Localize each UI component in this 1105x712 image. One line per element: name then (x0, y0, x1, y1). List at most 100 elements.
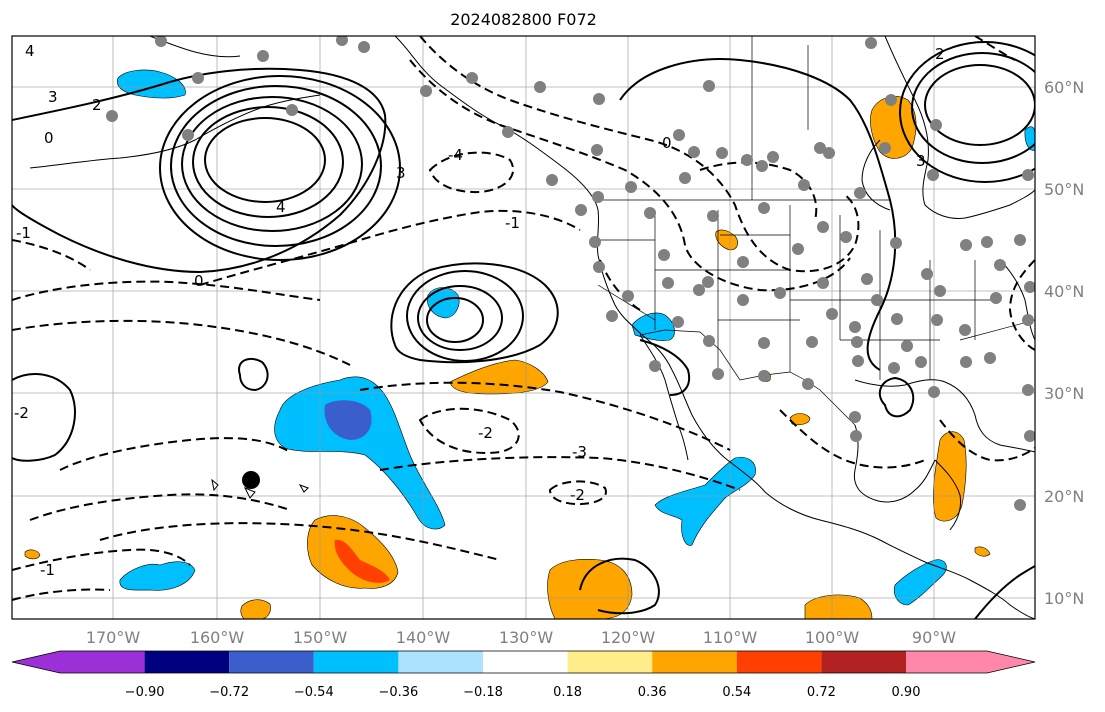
contour-ca-edge (974, 565, 1035, 619)
contour-east-zero (619, 58, 897, 371)
colorbar-segment (60, 651, 145, 673)
lon-label: 100°W (805, 628, 860, 647)
contour-high-1 (204, 117, 326, 203)
contour-label: -3 (572, 443, 587, 461)
contour-label: 4 (276, 198, 286, 216)
solid-contours (12, 41, 1035, 619)
dash-neg-2 (409, 59, 851, 292)
dash-neg-13 (359, 381, 731, 451)
contour-high-3 (181, 96, 363, 232)
contour-low-outer (390, 262, 559, 364)
dash-neg-6 (12, 319, 351, 366)
contour-label: 0 (194, 272, 204, 290)
shade-positive-small-gulf (789, 413, 811, 426)
shade-negative-central-america (893, 559, 947, 606)
shade-negative-mexico (654, 457, 756, 546)
colorbar-tick-label: −0.36 (378, 685, 418, 700)
contour-gulf (878, 376, 915, 418)
colorbar-segment (398, 651, 483, 673)
shade-negative-hudson (1024, 126, 1035, 151)
dash-neg-15 (99, 522, 501, 561)
contour-high-5 (159, 75, 401, 261)
shade-positive-small-ca (974, 546, 991, 557)
shade-negative-hawaii-south (119, 561, 196, 591)
contour-south-zero (579, 557, 660, 615)
colorbar-tick-label: 0.18 (553, 685, 582, 700)
colorbar: −0.90 −0.72 −0.54 −0.36 −0.18 0.18 0.36 … (11, 650, 1036, 700)
hawaii-marker (242, 471, 260, 489)
contour-small-zero (238, 357, 269, 392)
colorbar-tick-label: 0.36 (638, 685, 667, 700)
lon-label: 150°W (293, 628, 348, 647)
dash-neg-4 (428, 151, 515, 194)
dash-neg-22 (939, 419, 1035, 462)
lat-label: 20°N (1044, 487, 1084, 506)
dash-neg-16 (699, 161, 818, 221)
colorbar-segment (313, 651, 399, 673)
lon-label: 120°W (601, 628, 656, 647)
contour-label: 3 (916, 152, 926, 170)
colorbar-tick-label: 0.90 (892, 685, 921, 700)
colorbar-segment (567, 651, 653, 673)
lat-label: 50°N (1044, 180, 1084, 199)
lon-label: 90°W (912, 628, 956, 647)
dash-neg-21 (974, 36, 1016, 61)
contour-label: 4 (25, 42, 35, 60)
dashed-contours (12, 36, 1035, 601)
lon-label: 170°W (86, 628, 141, 647)
dash-neg-14 (379, 456, 741, 491)
shade-positive-small-west (24, 549, 41, 560)
colorbar-outline (11, 650, 1036, 674)
colorbar-segment (652, 651, 737, 673)
map-title: 2024082800 F072 (450, 10, 597, 29)
shade-negative-aleutian (117, 69, 186, 99)
colorbar-segment (821, 651, 906, 673)
contour-label: -1 (16, 224, 31, 242)
colorbar-segment (736, 651, 822, 673)
lon-label: 140°W (396, 628, 451, 647)
contour-high-east-2 (911, 52, 1035, 164)
contour-high-4 (170, 85, 382, 247)
colorbar-tick-label: 0.72 (807, 685, 836, 700)
contour-label: -4 (448, 146, 463, 164)
contour-low-2 (417, 285, 503, 351)
colorbar-tick-label: −0.90 (125, 685, 165, 700)
colorbar-segment (906, 651, 987, 673)
coastlines (29, 36, 1035, 619)
lon-tick-labels: 170°W 160°W 150°W 140°W 130°W 120°W 110°… (86, 628, 956, 647)
contour-label: 2 (92, 96, 102, 114)
dash-neg-3 (199, 209, 581, 286)
colorbar-tick-label: −0.72 (209, 685, 249, 700)
contour-label: -2 (478, 424, 493, 442)
dash-neg-20 (1008, 259, 1035, 351)
dash-neg-8 (29, 493, 291, 521)
dash-neg-7 (59, 437, 291, 471)
shade-positive-small-south (240, 599, 271, 619)
shade-positive-east-pacific (449, 359, 549, 395)
dash-neg-9 (12, 548, 191, 571)
colorbar-segment (483, 651, 568, 673)
dash-neg-19 (12, 239, 91, 271)
lat-tick-labels: 60°N 50°N 40°N 30°N 20°N 10°N (1044, 78, 1084, 608)
contour-low-3 (406, 270, 524, 362)
shade-negative-central-pacific (274, 376, 446, 530)
contour-baja (639, 339, 690, 396)
dash-neg-12 (548, 480, 607, 506)
contour-label: 0 (44, 129, 54, 147)
dash-neg-10 (12, 588, 111, 601)
colorbar-tick-label: −0.18 (463, 685, 503, 700)
shaded-regions (24, 69, 1035, 619)
contour-label: -2 (570, 486, 585, 504)
contour-label: 3 (48, 88, 58, 106)
contour-label: -1 (40, 561, 55, 579)
station-dots (106, 36, 1035, 511)
dash-neg-1 (419, 36, 860, 273)
contour-high-east-1 (924, 64, 1035, 146)
contour-label-layer: 4 3 2 0 -1 -2 -3 -4 2 3 0 -1 -2 4 3 0 -1… (14, 42, 945, 579)
colorbar-extend-high (987, 651, 1035, 673)
contour-west-edge (12, 373, 76, 462)
contour-high-outer (12, 67, 387, 274)
contour-label: -1 (505, 214, 520, 232)
shade-positive-south-central (547, 559, 633, 619)
colorbar-extend-low (12, 651, 60, 673)
